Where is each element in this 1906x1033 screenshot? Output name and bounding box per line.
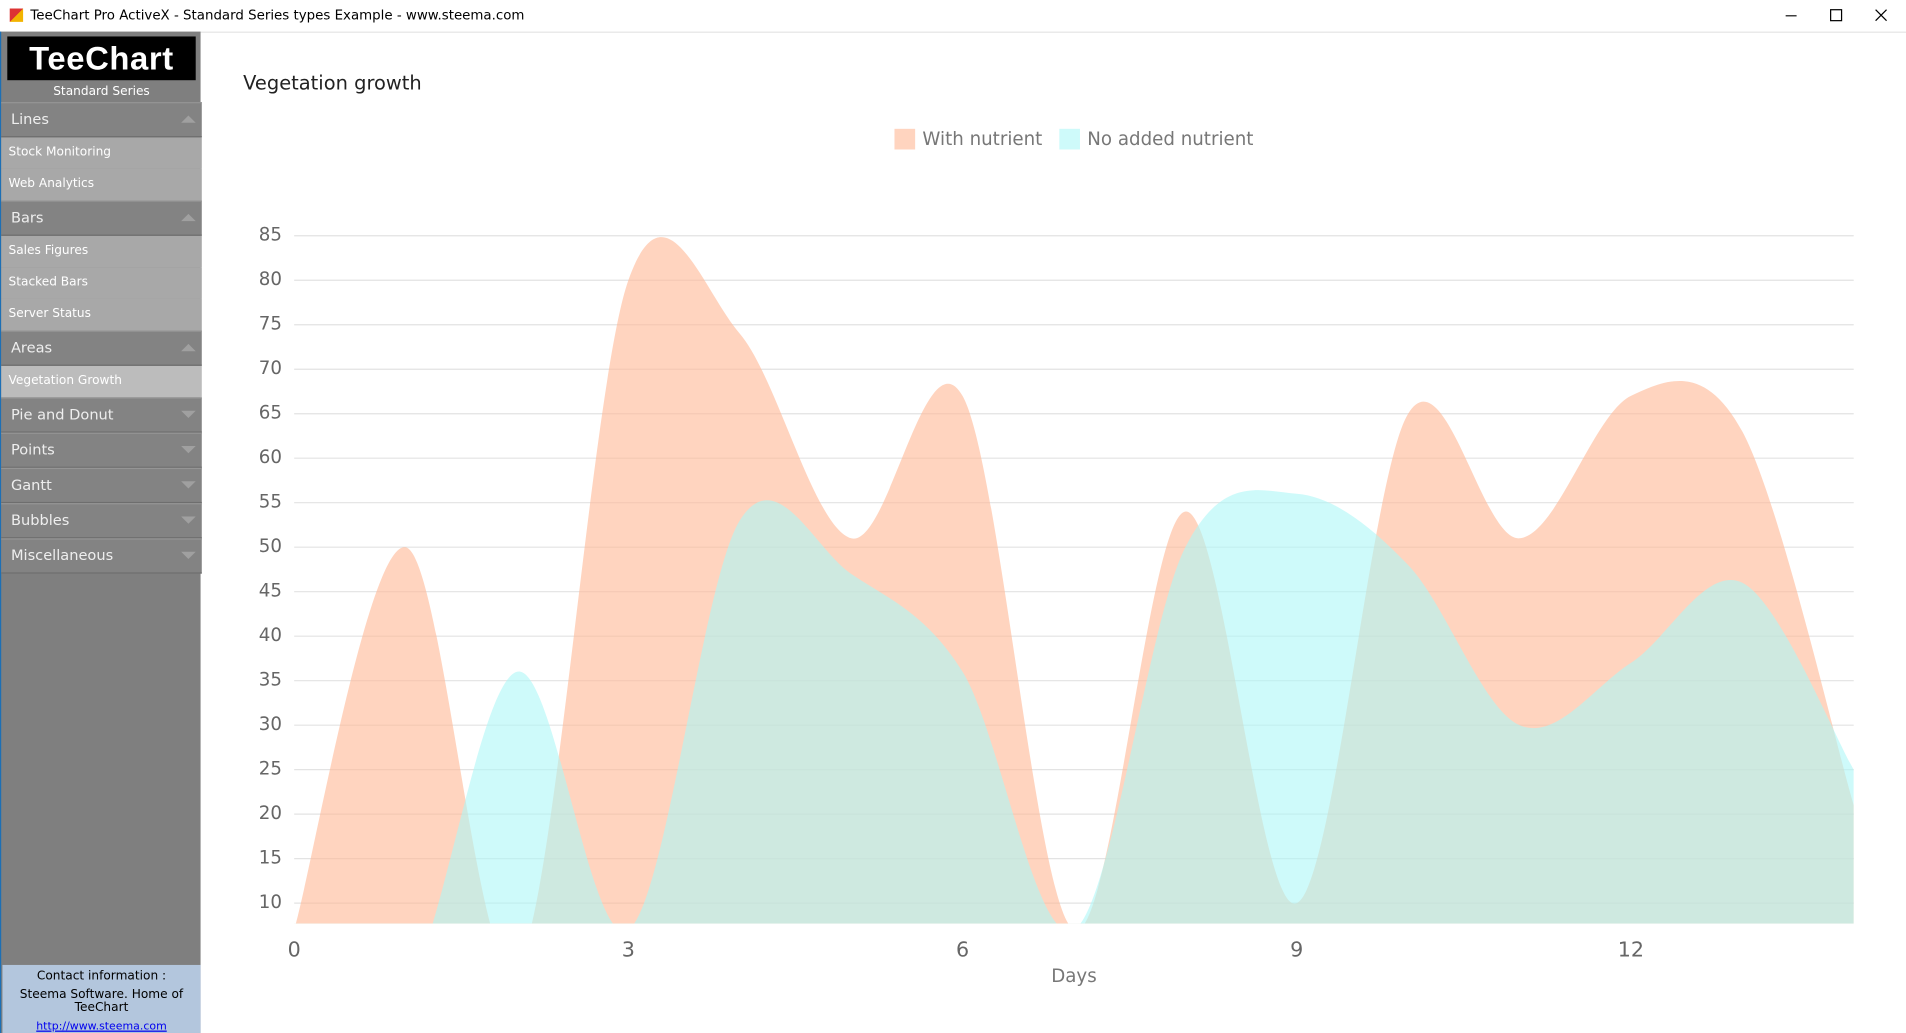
nav-item[interactable]: Stacked Bars [1, 267, 202, 299]
y-tick-label: 20 [259, 803, 282, 824]
y-tick-label: 35 [259, 670, 282, 691]
chart-title: Vegetation growth [243, 71, 422, 94]
x-tick-label: 9 [1290, 937, 1303, 961]
window-title: TeeChart Pro ActiveX - Standard Series t… [30, 7, 525, 24]
chart: Vegetation growth 1015202530354045505560… [243, 71, 1854, 987]
legend-label: No added nutrient [1087, 129, 1253, 150]
nav-item[interactable]: Web Analytics [1, 168, 202, 201]
x-tick-label: 3 [622, 937, 635, 961]
expand-arrow [181, 343, 196, 352]
nav-groups: Lines Stock Monitoring Web Analytics Bars Sa… [1, 102, 202, 574]
title-bar: TeeChart Pro ActiveX - Standard Series t… [0, 0, 1906, 33]
nav-item[interactable]: Server Status [1, 298, 202, 331]
legend: With nutrient No added nutrient [894, 129, 1253, 150]
x-axis-label: Days [1051, 966, 1096, 987]
contact-heading: Contact information : [36, 969, 167, 984]
y-tick-label: 30 [259, 714, 282, 735]
y-tick-label: 10 [259, 892, 282, 913]
y-tick-label: 65 [259, 403, 282, 424]
maximize-button[interactable] [1830, 9, 1843, 22]
x-tick-label: 0 [288, 937, 301, 961]
expand-arrow [181, 481, 196, 489]
contact-box: Contact information : Steema Software. H… [2, 964, 201, 1033]
sidebar: TeeChart Standard Series Lines Stock Moni… [0, 31, 202, 1033]
y-tick-label: 70 [259, 358, 282, 379]
expand-arrow [181, 516, 196, 524]
y-tick-label: 80 [259, 269, 282, 290]
nav-item[interactable]: Stock Monitoring [1, 137, 202, 169]
logo: TeeChart [7, 36, 196, 81]
nav-group-header[interactable]: Miscellaneous [1, 538, 202, 574]
x-tick-label: 6 [956, 937, 969, 961]
legend-swatch [894, 128, 916, 150]
x-tick-label: 12 [1618, 937, 1644, 961]
expand-arrow [181, 115, 196, 123]
nav-group-header[interactable]: Areas [1, 330, 202, 366]
nav-group-header[interactable]: Bars [1, 200, 202, 236]
nav-group-header[interactable]: Gantt [1, 467, 202, 504]
y-tick-label: 40 [259, 625, 282, 646]
expand-arrow [181, 551, 196, 560]
contact-link[interactable]: http://www.steema.com [36, 1020, 167, 1033]
app-icon [9, 8, 24, 22]
y-tick-label: 15 [259, 848, 282, 869]
logo-subtitle: Standard Series [53, 85, 150, 99]
nav-group-header[interactable]: Lines [1, 102, 202, 138]
contact-company: Steema Software. Home of TeeChart [19, 988, 184, 1015]
window-controls [1785, 9, 1887, 22]
y-tick-label: 50 [259, 536, 282, 557]
nav-group-header[interactable]: Points [1, 432, 202, 468]
expand-arrow [181, 213, 196, 222]
y-tick-label: 25 [259, 759, 282, 780]
area [294, 490, 1854, 924]
y-tick-label: 85 [259, 225, 282, 246]
y-tick-label: 60 [259, 447, 282, 468]
expand-arrow [181, 410, 196, 419]
legend-label: With nutrient [922, 129, 1042, 150]
nav-item[interactable]: Vegetation Growth [1, 365, 202, 398]
y-tick-label: 55 [259, 492, 282, 513]
expand-arrow [181, 446, 196, 454]
y-tick-label: 45 [259, 581, 282, 602]
nav-item[interactable]: Sales Figures [1, 235, 202, 268]
legend-swatch [1059, 128, 1080, 150]
nav-group-header[interactable]: Bubbles [1, 503, 202, 539]
close-button[interactable] [1875, 9, 1887, 22]
y-tick-label: 75 [259, 314, 282, 335]
nav-group-header[interactable]: Pie and Donut [1, 397, 202, 433]
